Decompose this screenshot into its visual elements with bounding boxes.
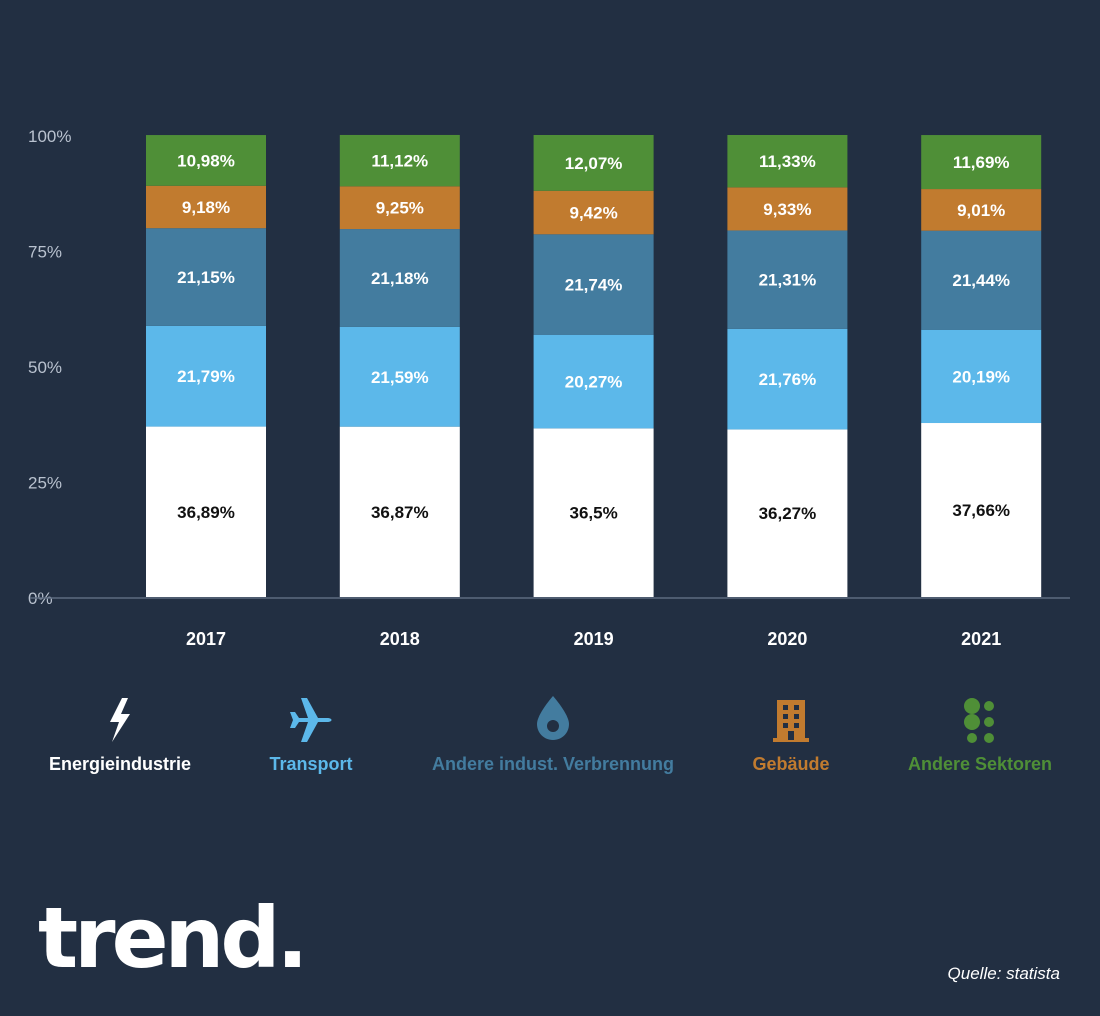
legend-label: Energieindustrie <box>48 754 192 774</box>
x-tick-label: 2018 <box>380 629 420 649</box>
x-tick-label: 2021 <box>961 629 1001 649</box>
data-label: 21,76% <box>759 370 817 389</box>
drop-icon <box>537 696 569 740</box>
data-label: 9,01% <box>957 201 1005 220</box>
bar-segment <box>339 186 460 230</box>
data-label: 21,79% <box>177 367 235 386</box>
bar-segment <box>921 189 1042 231</box>
dots-icon <box>964 698 994 743</box>
y-tick-label: 75% <box>28 243 62 262</box>
bar-segment <box>533 334 654 429</box>
x-tick-label: 2017 <box>186 629 226 649</box>
data-label: 21,44% <box>952 271 1010 290</box>
data-label: 36,87% <box>371 503 429 522</box>
data-label: 12,07% <box>565 154 623 173</box>
legend-label: Andere Sektoren <box>907 754 1053 774</box>
data-label: 21,15% <box>177 268 235 287</box>
legend-item-verbrennung: Andere indust. Verbrennung <box>423 690 683 790</box>
bar-segment <box>727 187 848 231</box>
bar-segment <box>533 135 654 191</box>
bar-segment <box>146 426 266 597</box>
bar-segment <box>146 325 266 427</box>
data-label: 9,25% <box>376 199 424 218</box>
bar-segment <box>339 426 460 597</box>
bar-segment <box>921 230 1042 330</box>
data-label: 36,5% <box>569 504 617 523</box>
legend-item-andere-sektoren: Andere Sektoren <box>850 690 1100 790</box>
data-label: 20,27% <box>565 373 623 392</box>
y-tick-label: 50% <box>28 358 62 377</box>
bar-segment <box>339 134 460 187</box>
data-label: 36,27% <box>759 504 817 523</box>
bar-segment <box>339 326 460 427</box>
bar-segment <box>921 423 1042 597</box>
x-tick-label: 2020 <box>767 629 807 649</box>
legend-item-transport: Transport <box>181 690 441 790</box>
data-label: 11,33% <box>759 152 816 171</box>
data-label: 9,18% <box>182 198 230 217</box>
bar-segment <box>727 135 848 188</box>
y-tick-label: 25% <box>28 474 62 493</box>
data-label: 9,33% <box>763 200 811 219</box>
legend-item-gebaeude: Gebäude <box>661 690 921 790</box>
data-label: 37,66% <box>952 501 1010 520</box>
legend: Energieindustrie Transport Andere indust… <box>0 690 1100 790</box>
brand-logo: trend. <box>38 889 308 987</box>
bar-segment <box>921 135 1042 190</box>
bar-segment <box>533 190 654 235</box>
data-label: 20,19% <box>952 367 1010 386</box>
stacked-bar-chart: 0%25%50%75%100%36,89%21,79%21,15%9,18%10… <box>28 127 1070 649</box>
data-label: 21,74% <box>565 276 623 295</box>
bar-segment <box>146 228 266 326</box>
bar-segment <box>921 329 1042 424</box>
data-label: 10,98% <box>177 151 235 170</box>
data-label: 21,18% <box>371 269 429 288</box>
data-label: 11,12% <box>371 152 428 171</box>
bar-segment <box>146 185 266 229</box>
bar-segment <box>146 135 266 186</box>
legend-label: Gebäude <box>752 754 830 774</box>
bar-segment <box>533 234 654 335</box>
y-tick-label: 100% <box>28 127 71 146</box>
building-icon <box>773 700 809 742</box>
legend-label: Transport <box>269 754 353 774</box>
legend-item-energieindustrie: Energieindustrie <box>0 690 250 790</box>
data-label: 21,31% <box>759 271 817 290</box>
bar-segment <box>533 428 654 597</box>
data-label: 11,69% <box>953 153 1010 172</box>
bar-segment <box>339 229 460 327</box>
airplane-icon <box>290 698 332 742</box>
legend-label: Andere indust. Verbrennung <box>431 754 675 774</box>
data-label: 36,89% <box>177 503 235 522</box>
data-label: 9,42% <box>569 204 617 223</box>
lightning-icon <box>110 698 130 742</box>
source-note: Quelle: statista <box>947 964 1060 983</box>
bar-segment <box>727 230 848 329</box>
bar-segment <box>727 328 848 430</box>
data-label: 21,59% <box>371 368 429 387</box>
x-tick-label: 2019 <box>574 629 614 649</box>
bar-segment <box>727 429 848 597</box>
